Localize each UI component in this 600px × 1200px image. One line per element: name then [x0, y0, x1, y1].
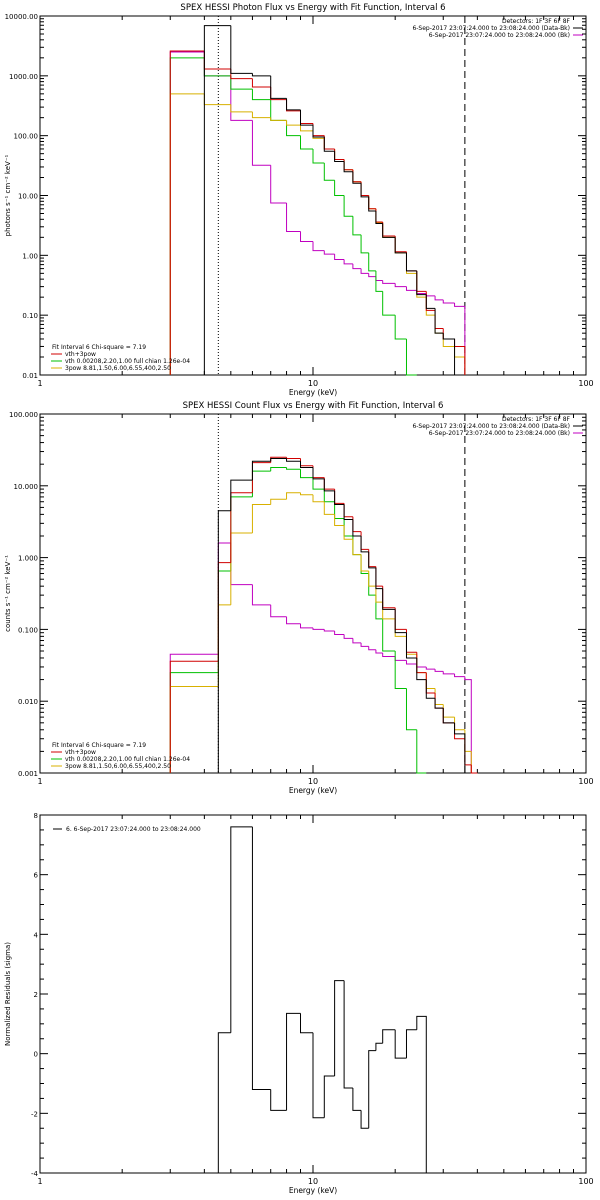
- chart-panel-2: SPEX HESSI Count Flux vs Energy with Fit…: [4, 401, 594, 795]
- y-tick-label: 100.00: [14, 133, 39, 141]
- y-tick-label: 0: [34, 1051, 38, 1059]
- series-line: [169, 50, 466, 375]
- legend-left-entry: 6. 6-Sep-2017 23:07:24.000 to 23:08:24.0…: [66, 826, 201, 833]
- x-tick-label: 10: [308, 777, 318, 786]
- series-line: [169, 57, 417, 376]
- legend-right-entry: Detectors: 1F 3F 6F 8F: [502, 18, 571, 25]
- y-tick-label: 4: [34, 931, 39, 939]
- legend-right-entry: Detectors: 1F 3F 6F 8F: [502, 416, 571, 423]
- legend-right-entry: 6-Sep-2017 23:07:24.000 to 23:08:24.000 …: [412, 25, 570, 32]
- legend-left-entry: Fit Interval 6 Chi-square = 7.19: [52, 344, 146, 351]
- y-tick-label: 10.000: [14, 483, 39, 491]
- y-tick-label: 1.00: [22, 252, 38, 260]
- y-tick-label: 10.00: [18, 193, 38, 201]
- y-tick-label: 2: [34, 991, 38, 999]
- legend-left-entry: 3pow 8.81,1.50,6.00,6.55,400,2.50: [65, 365, 171, 372]
- series-line: [169, 466, 427, 774]
- series-1: [169, 542, 472, 773]
- legend-left-entry: vth 0.00208,2.20,1.00 full chian 1.26e-0…: [65, 358, 190, 365]
- series-line: [217, 826, 427, 1173]
- y-axis-label: Normalized Residuals (sigma): [4, 942, 12, 1046]
- legend-left-entry: vth 0.00208,2.20,1.00 full chian 1.26e-0…: [65, 756, 190, 763]
- y-tick-label: 0.10: [22, 312, 38, 320]
- legend-left-entry: vth+3pow: [65, 749, 96, 756]
- y-tick-label: 0.01: [22, 372, 38, 380]
- series-line: [203, 25, 456, 375]
- x-tick-label: 1: [37, 777, 42, 786]
- series-3: [169, 492, 478, 774]
- series-5: [217, 458, 466, 773]
- y-tick-label: 0.001: [18, 770, 38, 778]
- series-line: [169, 492, 478, 774]
- y-tick-label: 8: [34, 812, 38, 820]
- y-tick-label: 1000.00: [9, 73, 38, 81]
- series-line: [169, 542, 472, 773]
- legend-right-entry: 6-Sep-2017 23:07:24.000 to 23:08:24.000 …: [412, 423, 570, 430]
- legend-right-entry: 6-Sep-2017 23:07:24.000 to 23:08:24.000 …: [429, 430, 570, 437]
- series-1: [169, 51, 466, 375]
- legend-left-entry: Fit Interval 6 Chi-square = 7.19: [52, 742, 146, 749]
- x-tick-label: 1: [37, 379, 42, 388]
- x-tick-label: 100: [578, 1177, 593, 1186]
- chart-title: SPEX HESSI Count Flux vs Energy with Fit…: [183, 401, 444, 411]
- y-tick-label: -2: [31, 1110, 38, 1118]
- plot-frame: [39, 814, 587, 1174]
- chart-title: SPEX HESSI Photon Flux vs Energy with Fi…: [180, 3, 445, 13]
- y-axis-label: photons s⁻¹ cm⁻² keV⁻¹: [4, 154, 12, 236]
- y-tick-label: -4: [31, 1170, 39, 1178]
- x-axis-label: Energy (keV): [289, 388, 337, 397]
- chart-panel-3: 1 10 100 -4 -2 0 2 4 6 8 Energy (keV) Normalized Re…: [4, 812, 594, 1195]
- series-2: [169, 57, 417, 376]
- legend-left-entry: vth+3pow: [65, 351, 96, 358]
- y-tick-label: 6: [34, 872, 39, 880]
- series-line: [217, 458, 466, 773]
- series-line: [169, 51, 466, 375]
- series-4: [169, 50, 466, 375]
- x-tick-label: 1: [37, 1177, 42, 1186]
- y-tick-label: 100.000: [9, 411, 38, 419]
- x-tick-label: 10: [308, 1177, 318, 1186]
- x-tick-label: 10: [308, 379, 318, 388]
- y-axis-label: counts s⁻¹ cm⁻² keV⁻¹: [4, 555, 12, 632]
- plot-frame: [39, 15, 587, 376]
- x-tick-label: 100: [578, 777, 593, 786]
- x-axis-label: Energy (keV): [289, 1186, 337, 1195]
- legend-left-entry: 3pow 8.81,1.50,6.00,6.55,400,2.50: [65, 763, 171, 770]
- legend-right-entry: 6-Sep-2017 23:07:24.000 to 23:08:24.000 …: [429, 32, 570, 39]
- y-tick-label: 0.100: [18, 626, 38, 634]
- chart-panel-1: SPEX HESSI Photon Flux vs Energy with Fi…: [4, 3, 594, 397]
- y-tick-label: 0.010: [18, 698, 38, 706]
- x-tick-label: 100: [578, 379, 593, 388]
- series-1: [217, 826, 427, 1173]
- x-axis-label: Energy (keV): [289, 786, 337, 795]
- y-tick-label: 1.000: [18, 555, 38, 563]
- series-5: [203, 25, 456, 375]
- series-2: [169, 466, 427, 774]
- y-tick-label: 10000.00: [5, 13, 38, 21]
